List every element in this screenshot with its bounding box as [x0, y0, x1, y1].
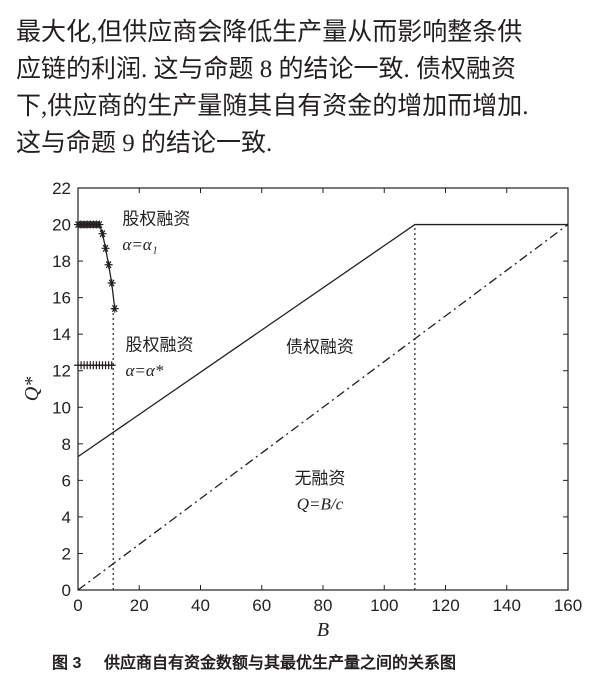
x-axis-label: B — [317, 619, 329, 641]
y-tick-label: 14 — [52, 325, 71, 344]
y-tick-label: 12 — [52, 362, 71, 381]
marker — [107, 279, 116, 288]
paragraph-line: 应链的利润. 这与命题 8 的结论一致. 债权融资 — [16, 55, 516, 83]
y-tick-label: 18 — [52, 252, 71, 271]
paragraph-line: 最大化,但供应商会降低生产量从而影响整条供 — [16, 18, 522, 46]
y-tick-label: 0 — [62, 581, 71, 600]
x-tick-label: 140 — [493, 596, 521, 615]
series-label: 债权融资 — [286, 337, 354, 356]
y-tick-label: 6 — [62, 471, 71, 490]
x-tick-label: 120 — [431, 596, 459, 615]
caption-text: 供应商自有资金数额与其最优生产量之间的关系图 — [103, 653, 456, 672]
series-line — [77, 223, 568, 458]
series-label: 股权融资 — [122, 210, 190, 229]
marker — [98, 229, 107, 238]
x-tick-label: 100 — [370, 596, 398, 615]
series-formula: α=α₁ — [122, 235, 157, 254]
marker — [95, 220, 104, 229]
paragraph-line: 这与命题 9 的结论一致. — [16, 129, 272, 157]
y-tick-label: 10 — [52, 398, 71, 417]
y-tick-label: 4 — [62, 508, 71, 527]
x-tick-label: 20 — [130, 596, 149, 615]
marker — [101, 244, 110, 253]
y-tick-label: 16 — [52, 289, 71, 308]
x-tick-label: 40 — [191, 596, 210, 615]
paragraph-line: 下,供应商的生产量随其自有资金的增加而增加. — [16, 92, 529, 120]
x-tick-label: 0 — [73, 596, 82, 615]
x-tick-label: 80 — [314, 596, 333, 615]
y-tick-label: 20 — [52, 216, 71, 235]
marker — [107, 361, 116, 370]
y-tick-label: 8 — [62, 435, 71, 454]
series-formula: Q=B/c — [297, 495, 344, 514]
x-tick-label: 60 — [252, 596, 271, 615]
series-label: 股权融资 — [125, 336, 193, 355]
marker — [110, 304, 119, 313]
marker — [104, 260, 113, 269]
y-tick-label: 2 — [62, 544, 71, 563]
caption-label: 图 3 — [52, 654, 81, 672]
y-axis-label: Q* — [21, 377, 43, 401]
series-formula: α=α* — [125, 361, 163, 380]
x-tick-label: 160 — [554, 596, 582, 615]
series-label: 无融资 — [294, 469, 345, 488]
y-tick-label: 22 — [52, 179, 71, 198]
series-line — [77, 224, 569, 591]
series-line — [78, 223, 116, 309]
